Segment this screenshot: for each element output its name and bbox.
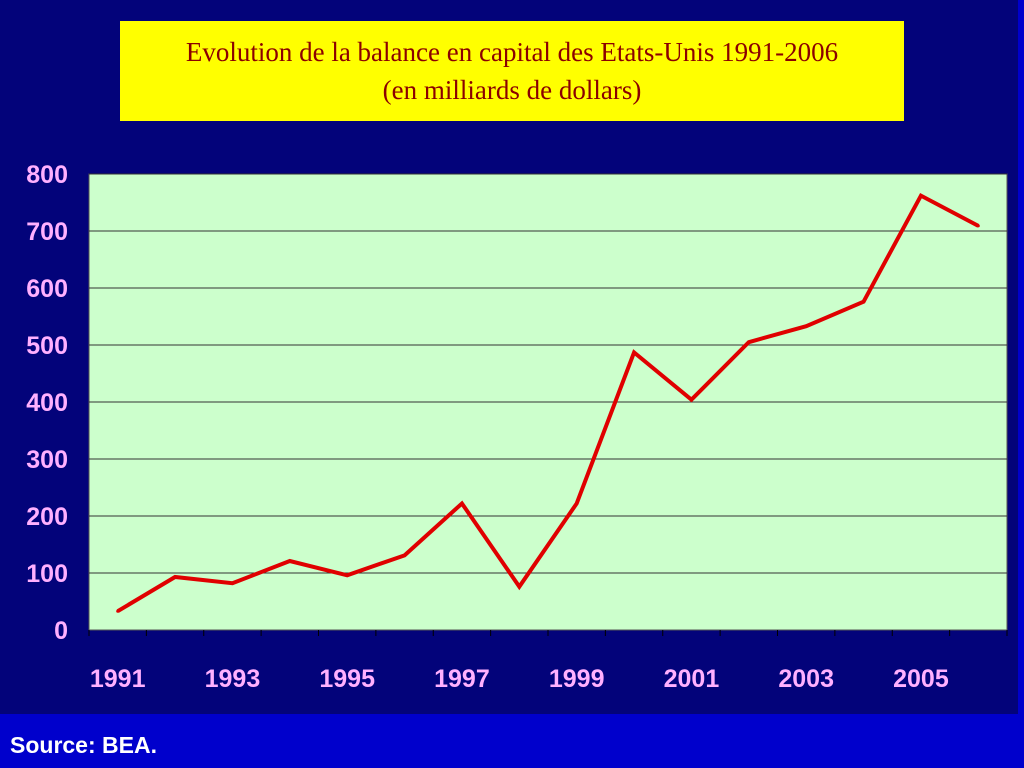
y-tick-label: 400 <box>26 389 68 417</box>
x-tick-label: 1997 <box>434 665 490 693</box>
data-point <box>345 573 349 577</box>
source-note: Source: BEA. <box>10 732 157 758</box>
x-tick-label: 1993 <box>205 665 261 693</box>
series-line <box>116 192 980 613</box>
data-point <box>862 300 866 304</box>
data-point <box>116 609 120 613</box>
chart-title-box: Evolution de la balance en capital des E… <box>120 21 904 121</box>
data-point <box>976 224 980 228</box>
data-point <box>747 340 751 344</box>
y-tick-label: 600 <box>26 275 68 303</box>
data-point <box>632 350 636 354</box>
chart-subtitle: (en milliards de dollars) <box>382 75 642 105</box>
x-tick-label: 2005 <box>893 665 949 693</box>
x-tick-label: 2003 <box>778 665 834 693</box>
y-tick-label: 800 <box>26 161 68 189</box>
data-point <box>517 585 521 589</box>
data-point <box>460 501 464 505</box>
y-tick-label: 100 <box>26 560 68 588</box>
y-tick-label: 0 <box>54 617 68 645</box>
x-tick-label: 2001 <box>664 665 720 693</box>
x-tick-label: 1991 <box>90 665 146 693</box>
data-point <box>230 581 234 585</box>
y-tick-label: 300 <box>26 446 68 474</box>
data-point <box>804 324 808 328</box>
data-point <box>919 194 923 198</box>
y-tick-label: 700 <box>26 218 68 246</box>
data-point <box>173 575 177 579</box>
data-point <box>403 553 407 557</box>
data-point <box>575 501 579 505</box>
y-tick-label: 200 <box>26 503 68 531</box>
data-point <box>689 398 693 402</box>
y-tick-label: 500 <box>26 332 68 360</box>
data-point <box>288 559 292 563</box>
x-tick-label: 1995 <box>319 665 375 693</box>
chart-title: Evolution de la balance en capital des E… <box>185 37 839 67</box>
x-tick-label: 1999 <box>549 665 605 693</box>
